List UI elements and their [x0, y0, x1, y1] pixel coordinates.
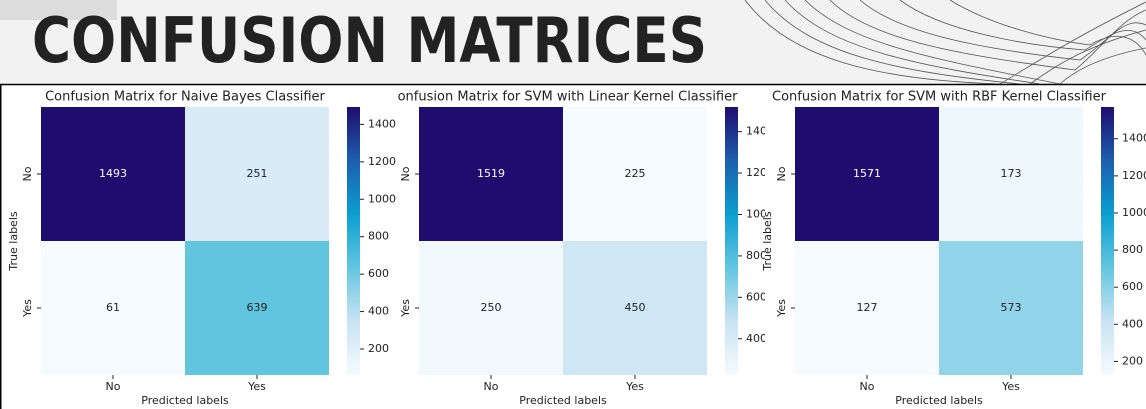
x-axis-label: Predicted labels — [519, 394, 607, 407]
colorbar-tick-label: 800 — [746, 249, 767, 262]
x-tick-label: No — [106, 380, 121, 393]
colorbar-tick-label: 800 — [368, 230, 389, 243]
y-axis-label: True labels — [7, 211, 20, 271]
colorbar-tick-label: 600 — [368, 267, 389, 280]
x-tick-label: Yes — [247, 380, 266, 393]
y-axis-label: True labels — [761, 211, 774, 271]
heatmap-cell — [563, 107, 707, 241]
heatmap-cell — [939, 241, 1083, 375]
chart-title: Confusion Matrix for SVM with RBF Kernel… — [772, 90, 1107, 105]
decoration — [744, 0, 1146, 85]
heatmap-cell — [795, 241, 939, 375]
cell-label: 1571 — [853, 167, 881, 180]
x-tick-label: Yes — [1001, 380, 1020, 393]
colorbar-tick-label: 1000 — [368, 192, 396, 205]
colorbar-tick-label: 1400 — [746, 125, 774, 138]
heatmap-cell — [563, 241, 707, 375]
colorbar-tick-label: 800 — [1122, 243, 1143, 256]
y-tick-label: Yes — [399, 299, 412, 318]
heatmap-cell — [185, 107, 329, 241]
heatmap-cell — [41, 241, 185, 375]
colorbar — [725, 107, 738, 375]
heatmap-cell — [419, 107, 563, 241]
heatmap-cell — [939, 107, 1083, 241]
y-tick-label: No — [399, 166, 412, 181]
colorbar-tick-label: 200 — [1122, 354, 1143, 367]
colorbar-tick-label: 400 — [1122, 317, 1143, 330]
cell-label: 127 — [857, 301, 878, 314]
colorbar-tick-label: 600 — [746, 290, 767, 303]
header-block — [0, 0, 117, 20]
heatmap-cell — [419, 241, 563, 375]
colorbar-tick-label: 1000 — [1122, 206, 1146, 219]
cell-label: 573 — [1001, 301, 1022, 314]
colorbar-tick-label: 400 — [746, 332, 767, 345]
y-tick-label: Yes — [775, 299, 788, 318]
cell-label: 639 — [247, 301, 268, 314]
heatmap-cell — [185, 241, 329, 375]
cell-label: 250 — [481, 301, 502, 314]
heatmap-panel: 1493 251 61 639 No Yes No Yes Confusion Matrix f… — [21, 90, 396, 408]
colorbar-tick-label: 400 — [368, 305, 389, 318]
cell-label: 1493 — [99, 167, 127, 180]
cell-label: 1519 — [477, 167, 505, 180]
cell-label: 61 — [106, 301, 120, 314]
colorbar — [347, 107, 360, 375]
heatmap-cell — [41, 107, 185, 241]
colorbar-tick-label: 1400 — [1122, 132, 1146, 145]
colorbar-tick-label: 1200 — [746, 166, 774, 179]
x-tick-label: Yes — [625, 380, 644, 393]
cell-label: 173 — [1001, 167, 1022, 180]
x-tick-label: No — [860, 380, 875, 393]
y-tick-label: No — [775, 166, 788, 181]
y-tick-label: No — [21, 166, 34, 181]
heatmap-panel: 1519 225 250 450 No Yes No Yes Confusion Matrix … — [389, 90, 774, 408]
y-tick-label: Yes — [21, 299, 34, 318]
colorbar-tick-label: 200 — [368, 342, 389, 355]
colorbar-tick-label: 1400 — [368, 117, 396, 130]
chart-title: Confusion Matrix for SVM with Linear Ker… — [389, 90, 739, 105]
x-tick-label: No — [484, 380, 499, 393]
cell-label: 450 — [625, 301, 646, 314]
colorbar-tick-label: 1200 — [368, 155, 396, 168]
heatmap-panel: 1571 173 127 573 No Yes No Yes Confusion Matrix … — [772, 90, 1146, 408]
x-axis-label: Predicted labels — [141, 394, 229, 407]
heatmap-cell — [795, 107, 939, 241]
cell-label: 225 — [625, 167, 646, 180]
colorbar-tick-label: 1000 — [746, 207, 774, 220]
x-axis-label: Predicted labels — [895, 394, 983, 407]
cell-label: 251 — [247, 167, 268, 180]
header-background — [0, 0, 1146, 85]
colorbar-tick-label: 1200 — [1122, 169, 1146, 182]
page-title: CONFUSION MATRICES — [32, 4, 707, 77]
colorbar — [1101, 107, 1114, 375]
colorbar-tick-label: 600 — [1122, 280, 1143, 293]
chart-title: Confusion Matrix for Naive Bayes Classif… — [45, 90, 325, 105]
